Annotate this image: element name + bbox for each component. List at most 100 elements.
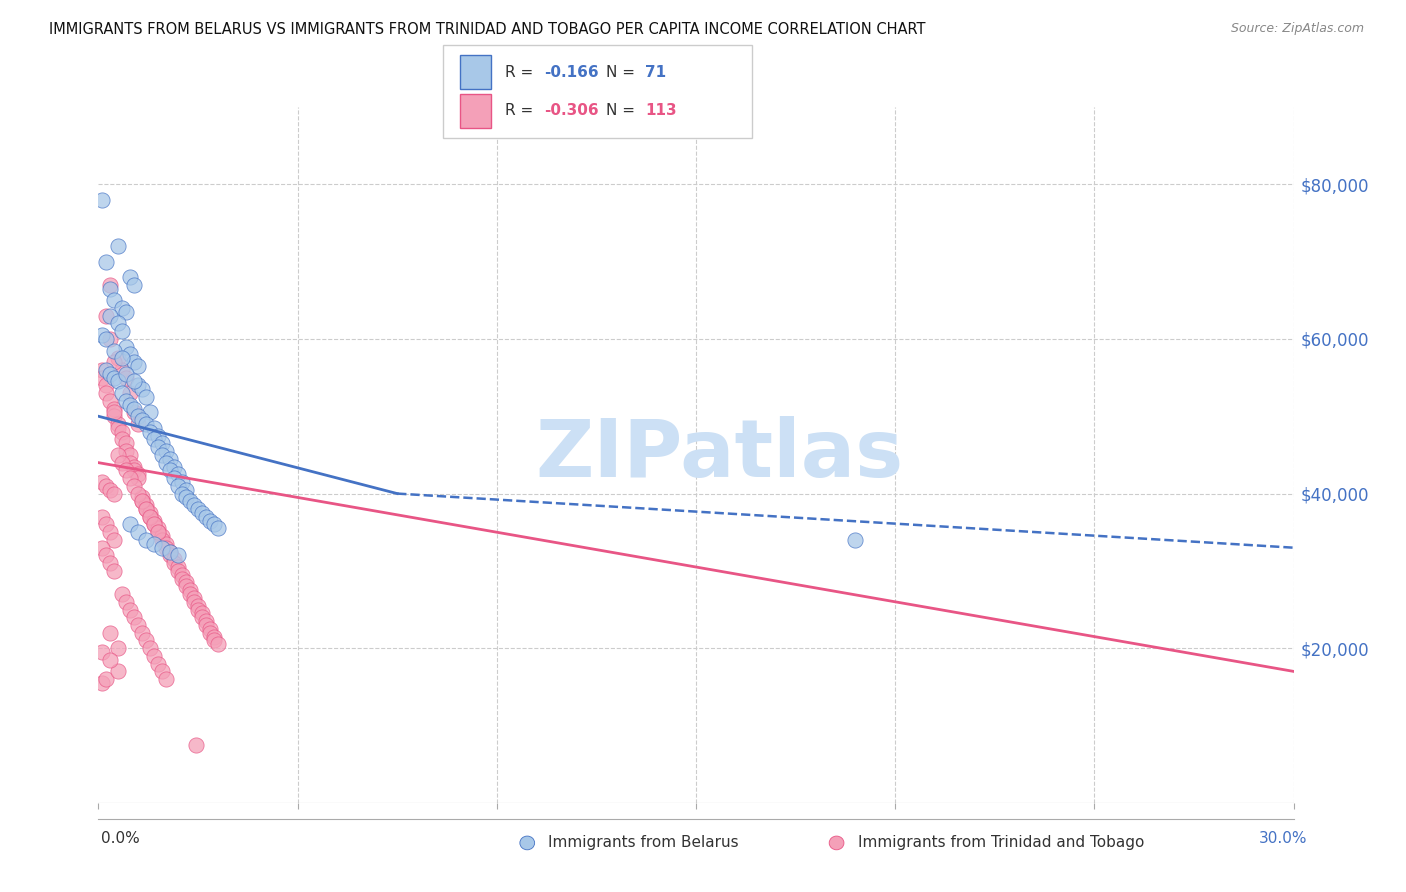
Point bbox=[143, 517, 166, 532]
Point bbox=[174, 575, 197, 590]
Point bbox=[120, 602, 142, 616]
Point bbox=[207, 521, 229, 535]
Point bbox=[131, 494, 153, 508]
Point bbox=[96, 363, 118, 377]
Point bbox=[148, 440, 170, 454]
Point bbox=[155, 541, 177, 555]
Point bbox=[155, 444, 177, 458]
Point bbox=[131, 491, 153, 505]
Point bbox=[172, 572, 194, 586]
Point bbox=[124, 401, 146, 416]
Point bbox=[183, 595, 205, 609]
Text: N =: N = bbox=[606, 103, 640, 118]
Point bbox=[120, 386, 142, 401]
Point bbox=[163, 556, 186, 570]
Point bbox=[135, 502, 157, 516]
Text: 71: 71 bbox=[645, 65, 666, 79]
Point bbox=[120, 270, 142, 285]
Point bbox=[163, 552, 186, 566]
Point bbox=[127, 471, 149, 485]
Point bbox=[150, 529, 173, 543]
Point bbox=[139, 506, 162, 520]
Point bbox=[91, 328, 114, 343]
Point bbox=[107, 239, 129, 253]
Point bbox=[96, 332, 118, 346]
Point bbox=[187, 599, 209, 613]
Point bbox=[135, 498, 157, 512]
Point bbox=[127, 409, 149, 424]
Point bbox=[120, 456, 142, 470]
Point bbox=[155, 537, 177, 551]
Point bbox=[103, 486, 125, 500]
Point bbox=[139, 509, 162, 524]
Point bbox=[131, 413, 153, 427]
Text: R =: R = bbox=[505, 65, 538, 79]
Text: Immigrants from Belarus: Immigrants from Belarus bbox=[548, 836, 740, 850]
Point bbox=[167, 479, 190, 493]
Point bbox=[143, 433, 166, 447]
Point bbox=[124, 610, 146, 624]
Point bbox=[111, 363, 134, 377]
Point bbox=[103, 409, 125, 424]
Point bbox=[111, 587, 134, 601]
Point bbox=[103, 405, 125, 419]
Point bbox=[103, 370, 125, 384]
Point bbox=[184, 738, 207, 752]
Point bbox=[139, 405, 162, 419]
Point bbox=[124, 479, 146, 493]
Point bbox=[124, 463, 146, 477]
Point bbox=[100, 332, 122, 346]
Point bbox=[100, 653, 122, 667]
Point bbox=[120, 471, 142, 485]
Text: ZIPatlas: ZIPatlas bbox=[536, 416, 904, 494]
Point bbox=[143, 648, 166, 663]
Point bbox=[103, 564, 125, 578]
Point bbox=[91, 193, 114, 207]
Point bbox=[115, 595, 138, 609]
Point bbox=[135, 633, 157, 648]
Point bbox=[135, 502, 157, 516]
Point bbox=[187, 602, 209, 616]
Point bbox=[103, 343, 125, 358]
Point bbox=[100, 625, 122, 640]
Text: N =: N = bbox=[606, 65, 640, 79]
Point bbox=[124, 277, 146, 292]
Point bbox=[107, 448, 129, 462]
Point bbox=[120, 398, 142, 412]
Point bbox=[159, 549, 181, 563]
Point bbox=[135, 533, 157, 547]
Point bbox=[107, 665, 129, 679]
Point bbox=[96, 309, 118, 323]
Point bbox=[195, 614, 218, 628]
Point bbox=[159, 544, 181, 558]
Point bbox=[91, 370, 114, 384]
Point bbox=[96, 386, 118, 401]
Point bbox=[100, 483, 122, 497]
Point bbox=[96, 254, 118, 268]
Point bbox=[191, 610, 214, 624]
Point bbox=[172, 486, 194, 500]
Point bbox=[159, 463, 181, 477]
Point bbox=[127, 417, 149, 431]
Point bbox=[127, 525, 149, 540]
Point bbox=[143, 514, 166, 528]
Point bbox=[844, 533, 866, 547]
Point bbox=[103, 401, 125, 416]
Point bbox=[111, 425, 134, 439]
Point bbox=[191, 506, 214, 520]
Point bbox=[115, 393, 138, 408]
Point bbox=[111, 324, 134, 338]
Point bbox=[100, 393, 122, 408]
Text: IMMIGRANTS FROM BELARUS VS IMMIGRANTS FROM TRINIDAD AND TOBAGO PER CAPITA INCOME: IMMIGRANTS FROM BELARUS VS IMMIGRANTS FR… bbox=[49, 22, 925, 37]
Text: 30.0%: 30.0% bbox=[1260, 831, 1308, 846]
Point bbox=[195, 509, 218, 524]
Point bbox=[167, 560, 190, 574]
Point bbox=[111, 351, 134, 366]
Point bbox=[96, 549, 118, 563]
Point bbox=[107, 351, 129, 366]
Point bbox=[202, 630, 225, 644]
Point bbox=[150, 533, 173, 547]
Point bbox=[131, 625, 153, 640]
Point bbox=[91, 363, 114, 377]
Point bbox=[120, 517, 142, 532]
